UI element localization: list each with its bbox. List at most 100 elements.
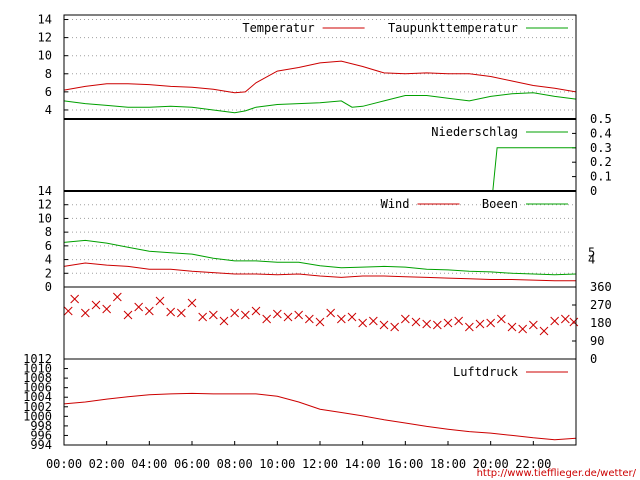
series-line-1	[63, 92, 577, 114]
x-tick-label: 12:00	[302, 457, 338, 471]
series-line-1	[63, 239, 577, 276]
x-tick-label: 16:00	[387, 457, 423, 471]
x-tick-label: 18:00	[430, 457, 466, 471]
direction-point	[304, 314, 314, 324]
direction-point	[294, 310, 304, 320]
direction-point	[347, 312, 357, 322]
y-tick-label: 1006	[23, 381, 52, 395]
y-tick-label: 1012	[23, 352, 52, 366]
y-tick-label: 0	[590, 184, 597, 198]
direction-point	[528, 320, 538, 330]
y-tick-label: 8	[45, 67, 52, 81]
y-tick-label: 12	[38, 31, 52, 45]
direction-point	[336, 314, 346, 324]
y-tick-label: 1002	[23, 400, 52, 414]
y2-tick-label: 5	[588, 246, 595, 260]
direction-point	[411, 317, 421, 327]
y-tick-label: 0	[45, 280, 52, 294]
direction-point	[283, 312, 293, 322]
direction-point	[569, 317, 579, 327]
direction-point	[208, 310, 218, 320]
direction-point	[486, 318, 496, 328]
panel-frame	[63, 286, 577, 360]
legend-label: Temperatur	[242, 21, 314, 35]
direction-point	[262, 314, 272, 324]
x-tick-label: 10:00	[259, 457, 295, 471]
series-line-0	[64, 147, 576, 192]
direction-point	[102, 304, 112, 314]
legend-label: Boeen	[482, 197, 518, 211]
direction-point	[80, 308, 90, 318]
direction-point	[390, 322, 400, 332]
y-tick-label: 6	[45, 239, 52, 253]
y-tick-label: 14	[38, 13, 52, 27]
x-tick-label: 14:00	[345, 457, 381, 471]
y-tick-label: 2	[45, 266, 52, 280]
direction-point	[550, 316, 560, 326]
y-tick-label: 14	[38, 184, 52, 198]
direction-point	[443, 318, 453, 328]
direction-point	[358, 318, 368, 328]
direction-point	[475, 319, 485, 329]
direction-point	[63, 306, 73, 316]
direction-point	[91, 300, 101, 310]
direction-point	[187, 298, 197, 308]
direction-point	[240, 310, 250, 320]
legend-label: Luftdruck	[453, 365, 519, 379]
direction-point	[400, 314, 410, 324]
direction-point	[198, 312, 208, 322]
x-tick-label: 20:00	[473, 457, 509, 471]
direction-point	[560, 314, 570, 324]
direction-point	[454, 316, 464, 326]
y-tick-label: 0.2	[590, 155, 612, 169]
direction-point	[432, 320, 442, 330]
y-tick-label: 0.5	[590, 112, 612, 126]
y-tick-label: 1000	[23, 409, 52, 423]
x-tick-label: 00:00	[46, 457, 82, 471]
series-line-0	[63, 392, 577, 441]
direction-point	[230, 308, 240, 318]
y-tick-label: 10	[38, 49, 52, 63]
y-tick-label: 1010	[23, 362, 52, 376]
y-tick-label: 90	[590, 334, 604, 348]
direction-point	[368, 316, 378, 326]
direction-point	[123, 310, 133, 320]
y-tick-label: 4	[45, 253, 52, 267]
y-tick-label: 994	[30, 438, 52, 452]
x-tick-label: 08:00	[217, 457, 253, 471]
y-tick-label: 12	[38, 198, 52, 212]
y-tick-label: 1008	[23, 371, 52, 385]
x-tick-label: 06:00	[174, 457, 210, 471]
direction-point	[112, 292, 122, 302]
series-line-0	[63, 262, 576, 282]
direction-point	[464, 322, 474, 332]
y-tick-label: 998	[30, 419, 52, 433]
y2-tick-label: 4	[588, 253, 595, 267]
direction-point	[326, 308, 336, 318]
y-tick-label: 10	[38, 211, 52, 225]
y-tick-label: 1004	[23, 390, 52, 404]
direction-point	[539, 326, 549, 336]
y-tick-label: 6	[45, 85, 52, 99]
y-tick-label: 0.1	[590, 170, 612, 184]
y-tick-label: 360	[590, 280, 612, 294]
direction-point	[507, 322, 517, 332]
series-line-0	[63, 60, 577, 94]
x-tick-label: 22:00	[515, 457, 551, 471]
y-tick-label: 0	[590, 352, 597, 366]
direction-point	[176, 308, 186, 318]
y-tick-label: 0.4	[590, 126, 612, 140]
direction-point	[496, 314, 506, 324]
direction-point	[518, 324, 528, 334]
direction-point	[315, 317, 325, 327]
direction-point	[251, 306, 261, 316]
y-tick-label: 4	[45, 103, 52, 117]
legend-label: Taupunkttemperatur	[388, 21, 518, 35]
y-tick-label: 996	[30, 428, 52, 442]
x-tick-label: 02:00	[89, 457, 125, 471]
x-tick-label: 04:00	[131, 457, 167, 471]
direction-point	[422, 319, 432, 329]
source-url: http://www.tiefflieger.de/wetter/	[477, 468, 637, 479]
